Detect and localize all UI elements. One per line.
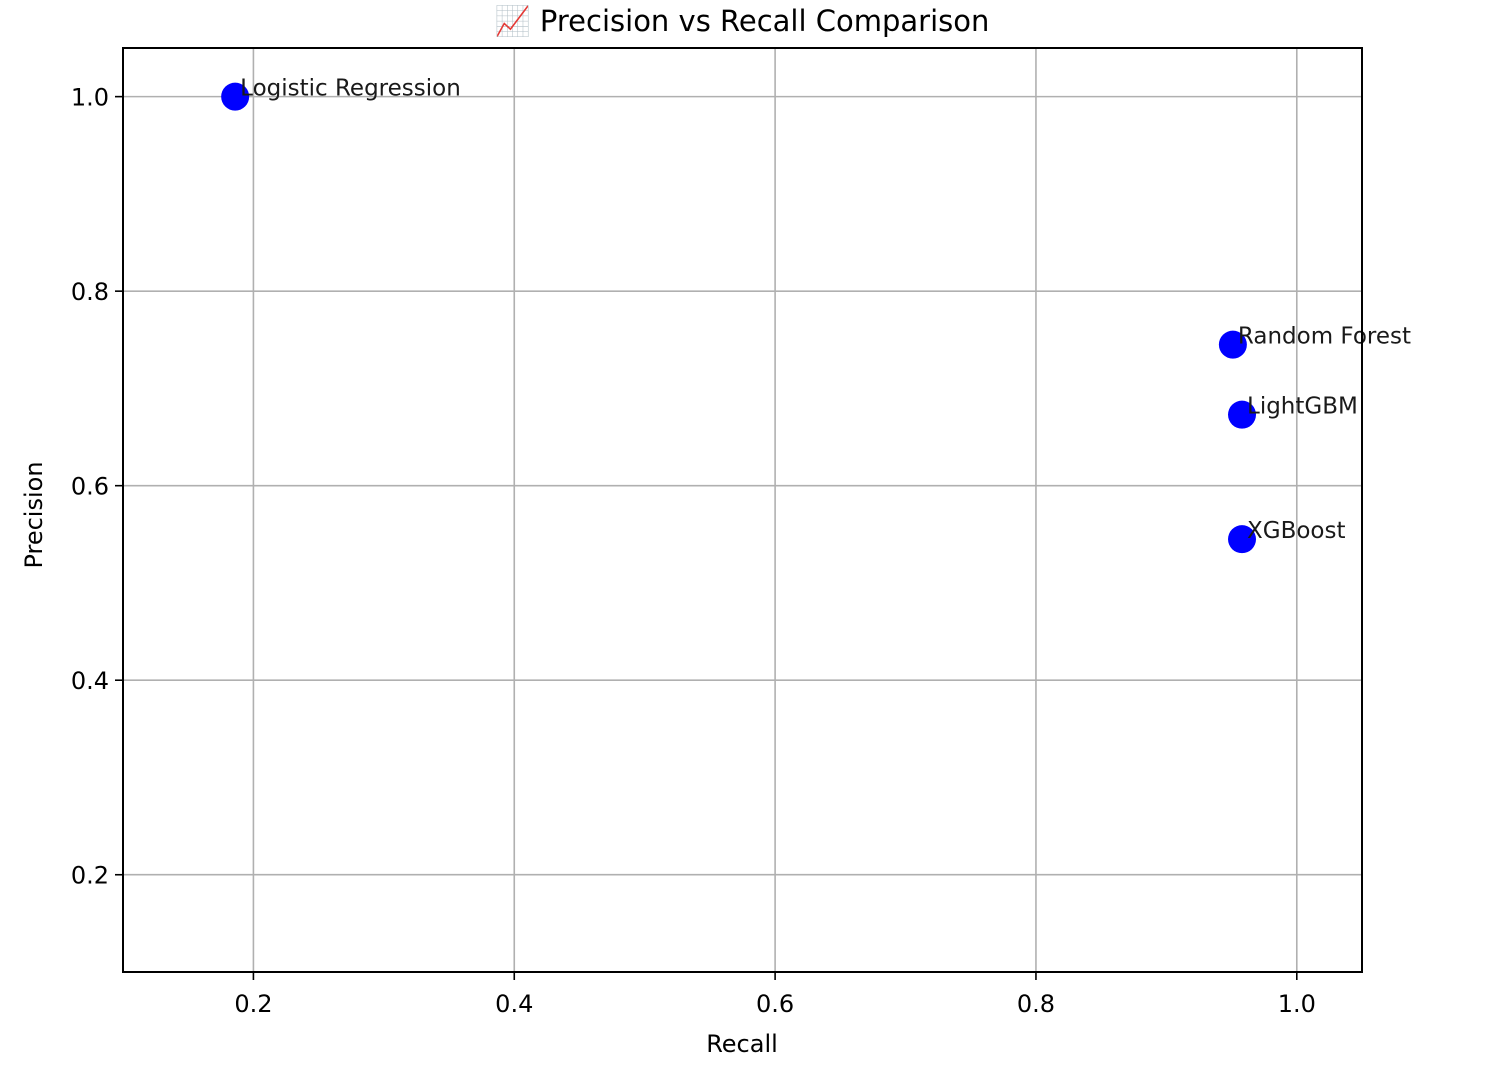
- x-tick-label: 0.8: [1017, 990, 1055, 1018]
- point-labels: Logistic Regression Random Forest LightGBM…: [240, 76, 1411, 545]
- scatter-point: [1218, 330, 1247, 359]
- point-label: XGBoost: [1247, 518, 1346, 544]
- chart-title: 📈 Precision vs Recall Comparison: [495, 4, 990, 38]
- y-tick-label: 0.6: [71, 473, 109, 501]
- scatter-points: [221, 82, 1257, 554]
- y-tick-label: 0.4: [71, 667, 109, 695]
- y-tick-label: 0.8: [71, 278, 109, 306]
- x-tick-label: 0.2: [234, 990, 272, 1018]
- grid: [123, 48, 1362, 972]
- x-tick-label: 0.4: [495, 990, 533, 1018]
- y-axis: 0.2 0.4 0.6 0.8 1.0: [71, 84, 123, 890]
- point-label: Logistic Regression: [240, 76, 461, 102]
- scatter-point: [221, 82, 250, 111]
- x-axis-label: Recall: [706, 1030, 778, 1058]
- scatter-point: [1228, 400, 1257, 429]
- y-tick-label: 0.2: [71, 862, 109, 890]
- scatter-point: [1228, 525, 1257, 554]
- x-axis: 0.2 0.4 0.6 0.8 1.0: [234, 972, 1316, 1018]
- point-label: Random Forest: [1238, 324, 1411, 350]
- plot-frame: [122, 47, 1363, 973]
- x-tick-label: 0.6: [756, 990, 794, 1018]
- y-axis-label: Precision: [20, 461, 48, 568]
- x-tick-label: 1.0: [1278, 990, 1316, 1018]
- point-label: LightGBM: [1247, 394, 1358, 420]
- y-tick-label: 1.0: [71, 84, 109, 112]
